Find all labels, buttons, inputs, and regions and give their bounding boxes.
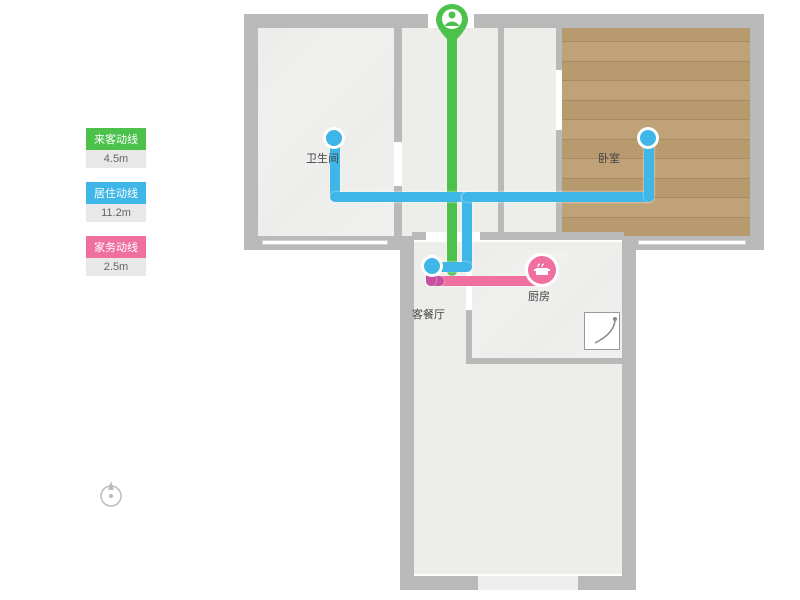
node-bathroom — [326, 130, 342, 146]
wall-slot-right — [556, 26, 562, 240]
node-kitchen — [528, 256, 556, 284]
legend-item-living: 居住动线 11.2m — [86, 182, 156, 222]
floorplan: 卫生间 卧室 客餐厅 厨房 — [240, 10, 770, 590]
wall-right-upper — [750, 14, 764, 250]
legend: 来客动线 4.5m 居住动线 11.2m 家务动线 2.5m — [86, 128, 156, 290]
legend-value-guest: 4.5m — [86, 150, 146, 168]
legend-label-living: 居住动线 — [86, 182, 146, 204]
path-living-5 — [462, 192, 652, 202]
path-living-1 — [330, 140, 340, 200]
node-bedroom — [640, 130, 656, 146]
path-living-6 — [644, 140, 654, 202]
wall-living-right — [622, 236, 636, 588]
door-balcony — [478, 576, 578, 590]
label-bathroom: 卫生间 — [306, 150, 339, 166]
door-kitchen — [466, 266, 472, 310]
node-living — [424, 258, 440, 274]
door-bedroom — [556, 70, 562, 130]
path-guest — [447, 20, 457, 276]
wall-living-left — [400, 236, 414, 588]
window-bedroom — [638, 240, 746, 245]
legend-item-house: 家务动线 2.5m — [86, 236, 156, 276]
door-bathroom — [394, 142, 402, 186]
wall-kitchen-bottom — [466, 358, 624, 364]
room-bedroom — [560, 28, 750, 236]
entry-pin-icon — [436, 4, 468, 44]
legend-label-house: 家务动线 — [86, 236, 146, 258]
wall-top — [244, 14, 764, 28]
path-living-2 — [330, 192, 470, 202]
legend-value-living: 11.2m — [86, 204, 146, 222]
window-bathroom — [262, 240, 388, 245]
legend-label-guest: 来客动线 — [86, 128, 146, 150]
compass-icon — [96, 478, 126, 513]
wall-bathroom-right — [394, 26, 402, 238]
legend-item-guest: 来客动线 4.5m — [86, 128, 156, 168]
label-bedroom: 卧室 — [598, 150, 620, 166]
wall-left-upper — [244, 14, 258, 244]
legend-value-house: 2.5m — [86, 258, 146, 276]
path-living-3 — [462, 192, 472, 272]
kitchen-sink-icon — [584, 312, 620, 350]
label-living: 客餐厅 — [412, 306, 445, 322]
label-kitchen: 厨房 — [528, 288, 550, 304]
room-hall-upper — [400, 28, 556, 236]
